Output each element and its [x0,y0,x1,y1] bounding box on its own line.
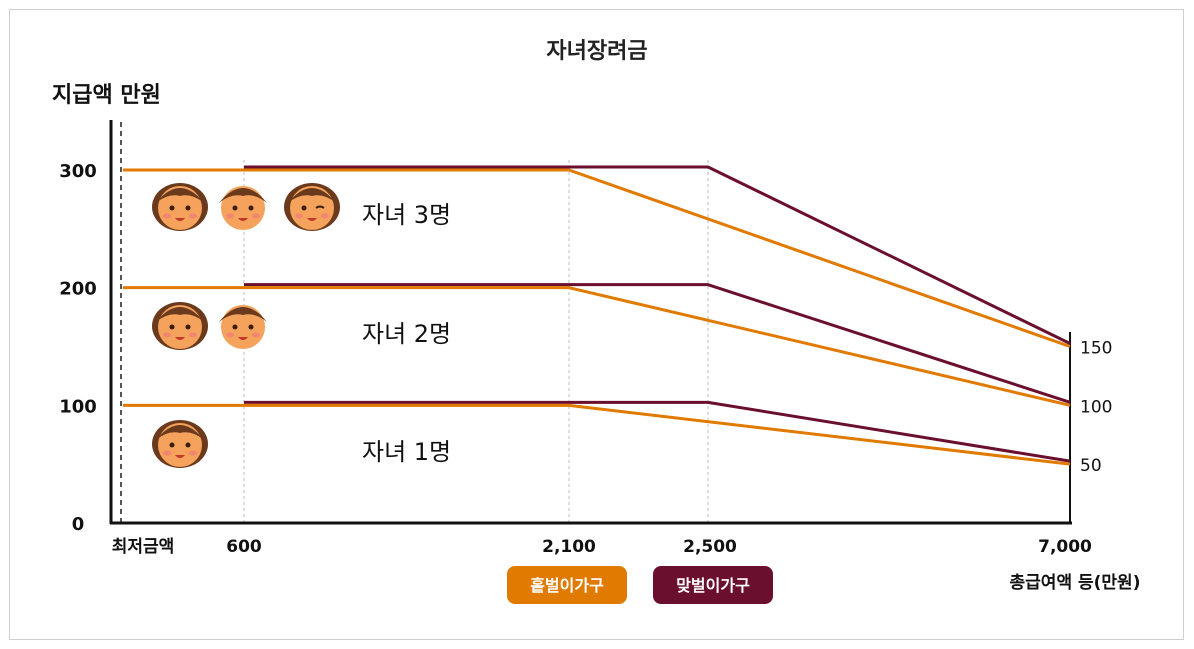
child-faces [152,183,340,468]
right-tick-50: 50 [1080,456,1102,476]
legend-item-2: 맞벌이가구 [653,566,773,604]
child-face-1-1 [152,420,208,468]
tick-labels: 0 100 200 300 최저금액 600 2,100 2,500 7,000 150 100 50 [59,161,1112,557]
x-tick-2,100: 2,100 [542,537,596,557]
series-line-4 [123,403,1071,466]
series-line-0 [123,168,1071,348]
legend-item-1: 홑벌이가구 [507,566,627,604]
child-face-3-2 [219,186,267,230]
y-tick-100: 100 [59,396,97,417]
child-face-3-3 [284,183,340,231]
series-line-3 [244,283,1071,404]
x-tick-7,000: 7,000 [1038,537,1092,557]
child-face-3-1 [152,183,208,231]
chart-title: 자녀장려금 [546,39,647,64]
legend: 홑벌이가구 맞벌이가구 [507,566,773,604]
x-axis-label: 총급여액 등(만원) [1010,573,1141,593]
right-tick-150: 150 [1080,339,1112,359]
y-axis-label: 지급액 만원 [52,83,161,108]
y-tick-300: 300 [59,161,97,182]
series-lines [123,165,1071,466]
group-label-3: 자녀 3명 [362,201,451,229]
legend-label-2: 맞벌이가구 [676,576,750,595]
legend-swatch-2 [653,566,773,604]
series-line-5 [244,400,1071,463]
group-label-1: 자녀 1명 [362,438,451,466]
x-tick-600: 600 [226,537,262,557]
legend-swatch-1 [507,566,627,604]
child-face-2-1 [152,302,208,350]
right-tick-100: 100 [1080,397,1112,417]
series-line-1 [244,165,1071,345]
legend-label-1: 홑벌이가구 [530,576,604,595]
x-tick-최저금액: 최저금액 [112,537,175,557]
axes [109,120,1072,525]
child-face-2-2 [219,305,267,349]
series-line-2 [123,286,1071,407]
x-tick-2,500: 2,500 [683,537,737,557]
group-label-2: 자녀 2명 [362,320,451,348]
y-tick-200: 200 [59,279,97,300]
y-tick-0: 0 [72,514,85,535]
